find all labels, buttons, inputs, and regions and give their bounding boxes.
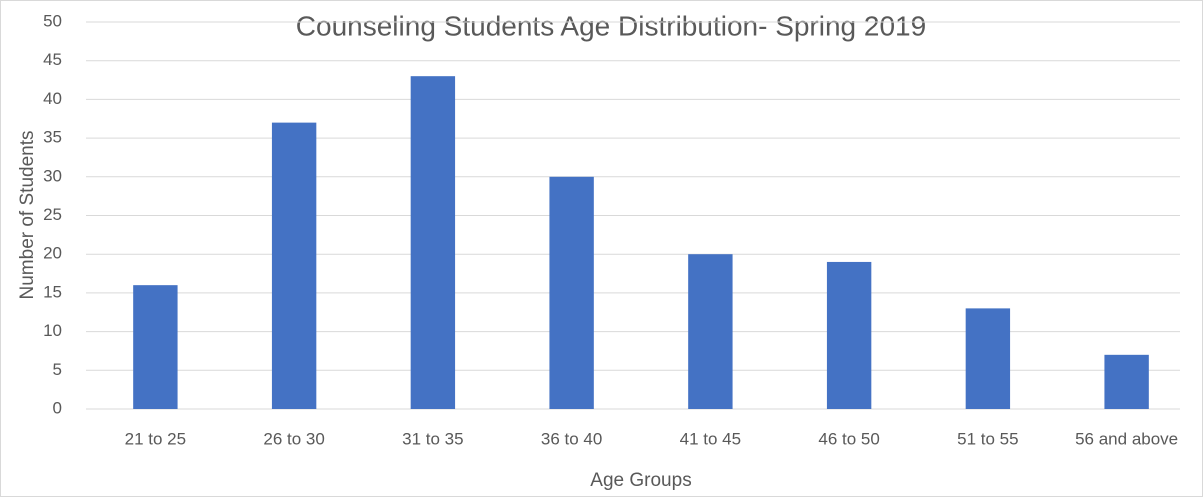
y-axis-label: Number of Students <box>17 131 38 300</box>
x-tick-label: 36 to 40 <box>541 429 602 448</box>
x-tick-label: 41 to 45 <box>680 429 741 448</box>
x-axis-label: Age Groups <box>590 470 691 491</box>
x-tick-label: 31 to 35 <box>402 429 463 448</box>
x-tick-label: 56 and above <box>1075 429 1178 448</box>
y-tick-label: 50 <box>43 11 62 30</box>
bar <box>826 261 872 409</box>
x-tick-label: 46 to 50 <box>818 429 879 448</box>
x-tick-label: 51 to 55 <box>957 429 1018 448</box>
bar <box>688 254 733 409</box>
bar <box>965 308 1011 409</box>
bar <box>271 122 317 410</box>
y-tick-label: 25 <box>43 205 62 224</box>
y-tick-label: 35 <box>43 128 62 147</box>
y-tick-label: 0 <box>53 398 62 417</box>
y-tick-label: 45 <box>43 50 62 69</box>
y-tick-label: 30 <box>43 166 62 185</box>
y-tick-label: 5 <box>53 360 62 379</box>
bar <box>410 76 456 410</box>
bar <box>133 285 178 409</box>
y-tick-label: 15 <box>43 282 62 301</box>
y-tick-label: 20 <box>43 244 62 263</box>
y-tick-label: 10 <box>43 321 62 340</box>
x-tick-label: 26 to 30 <box>263 429 324 448</box>
y-tick-label: 40 <box>43 89 62 108</box>
bar <box>1104 354 1149 409</box>
chart-title: Counseling Students Age Distribution- Sp… <box>296 10 926 41</box>
bar <box>549 176 594 409</box>
x-tick-label: 21 to 25 <box>125 429 186 448</box>
